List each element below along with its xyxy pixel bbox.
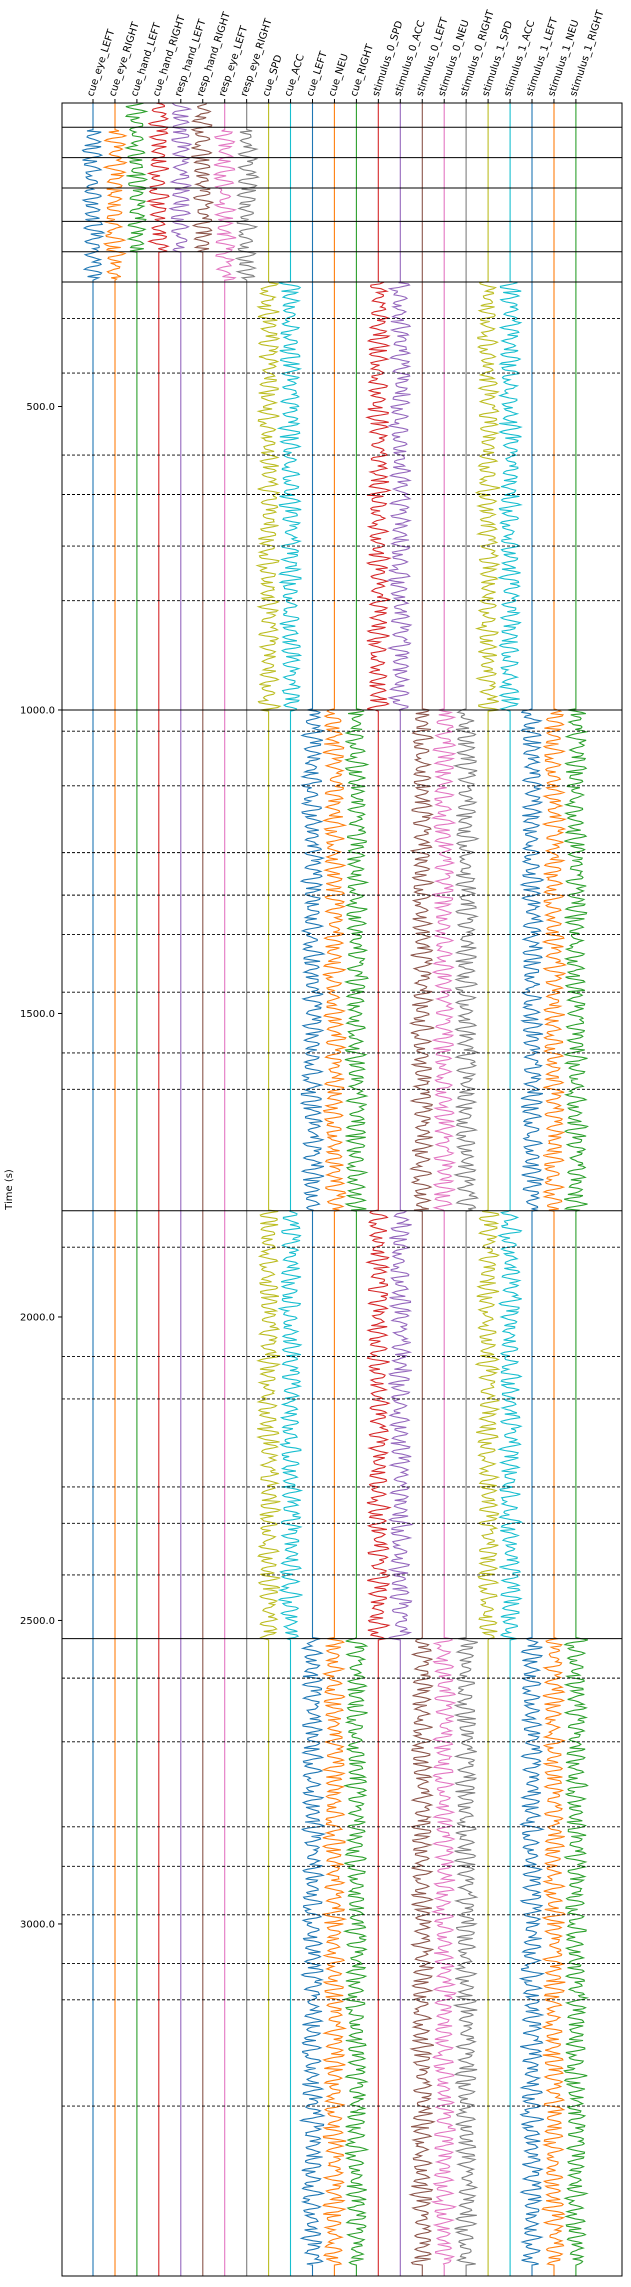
trace-stimulus-1-spd <box>474 103 501 2276</box>
y-axis-label: Time (s) <box>4 1169 15 1211</box>
trace-layer <box>81 102 589 2276</box>
boundary-layer <box>62 102 622 2107</box>
trace-cue-hand-right <box>145 102 170 2276</box>
trace-resp-hand-right <box>190 102 214 2276</box>
trace-stimulus-0-acc <box>386 103 414 2276</box>
trace-stimulus-0-left <box>408 103 436 2276</box>
trace-resp-eye-left <box>212 103 238 2276</box>
trace-cue-left <box>298 103 327 2276</box>
trace-stimulus-1-neu <box>541 103 567 2276</box>
trace-cue-right <box>342 103 370 2276</box>
y-tick-label: 1500.0 <box>20 1009 55 1020</box>
y-axis: 500.0 1000.0 1500.0 2000.0 2500.0 3000.0 <box>20 402 62 1930</box>
channel-label: cue_NEU <box>327 53 351 98</box>
trace-cue-hand-left <box>124 102 149 2276</box>
trace-cue-acc <box>276 103 304 2276</box>
trace-cue-eye-left <box>81 103 106 2276</box>
y-tick-label: 500.0 <box>26 402 55 413</box>
channel-labels: cue_eye_LEFTcue_eye_RIGHTcue_hand_LEFTcu… <box>85 8 607 103</box>
trace-stimulus-0-neu <box>430 103 458 2276</box>
channel-label: cue_LEFT <box>305 49 330 98</box>
trace-cue-spd <box>255 103 282 2276</box>
y-tick-label: 2500.0 <box>20 1616 55 1627</box>
trace-resp-hand-left <box>168 102 193 2276</box>
channel-label: cue_SPD <box>261 53 285 98</box>
channel-label: cue_ACC <box>283 53 307 98</box>
trace-stimulus-1-right <box>563 103 589 2276</box>
trace-resp-eye-right <box>234 103 260 2276</box>
trace-stimulus-0-right <box>452 103 480 2276</box>
trace-cue-eye-right <box>102 103 128 2276</box>
trace-cue-neu <box>321 103 348 2276</box>
trace-stimulus-0-spd <box>365 103 392 2276</box>
trace-stimulus-1-left <box>518 103 545 2276</box>
y-tick-label: 3000.0 <box>20 1919 55 1930</box>
y-tick-label: 1000.0 <box>20 705 55 716</box>
trace-stimulus-1-acc <box>497 103 524 2276</box>
plot-frame <box>61 102 623 2277</box>
y-tick-label: 2000.0 <box>20 1312 55 1323</box>
